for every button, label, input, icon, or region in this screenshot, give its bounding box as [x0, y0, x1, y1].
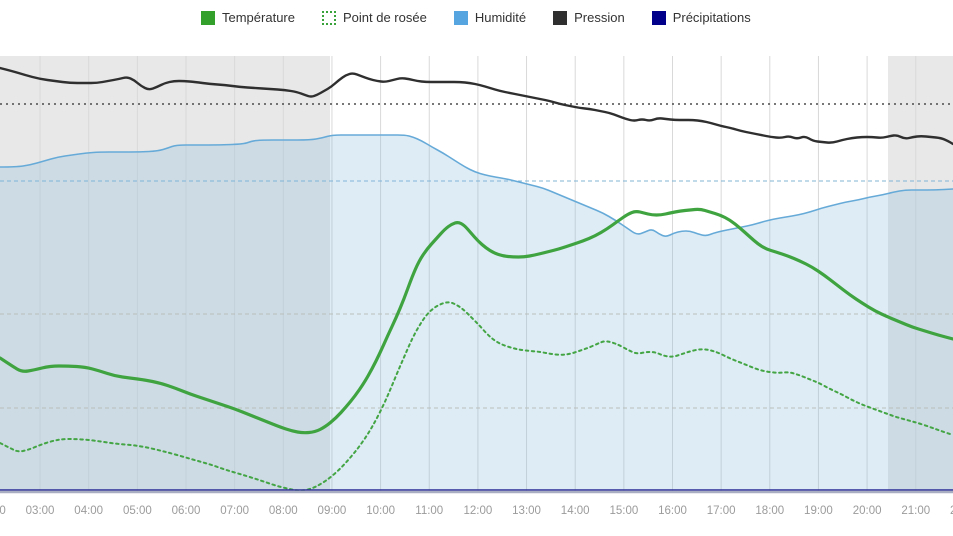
- x-tick-label: 18:00: [755, 505, 784, 517]
- legend-label-dew-point: Point de rosée: [342, 10, 427, 25]
- hour-gridlines: [39, 56, 917, 492]
- x-tick-label: 02:00: [0, 505, 6, 517]
- legend-label-pressure: Pression: [574, 10, 625, 25]
- humidity-swatch-icon: [453, 10, 468, 25]
- x-tick-label: 04:00: [74, 505, 103, 517]
- precipitation-swatch-icon: [651, 10, 666, 25]
- series-dew-point-line: [0, 301, 953, 492]
- x-tick-label: 11:00: [415, 505, 443, 517]
- x-tick-label: 21:00: [901, 505, 930, 517]
- chart-legend: Température Point de rosée Humidité Pres…: [201, 10, 751, 25]
- x-tick-label: 19:00: [804, 505, 833, 517]
- x-tick-label: 22:00: [950, 505, 953, 517]
- legend-item-dew-point[interactable]: Point de rosée: [321, 10, 427, 25]
- x-tick-label: 09:00: [318, 505, 347, 517]
- x-axis-labels: 02:00 03:00 04:00 05:00 06:00 07:00 08:00 09:00…: [0, 505, 953, 517]
- legend-item-humidity[interactable]: Humidité: [453, 10, 527, 25]
- x-tick-label: 05:00: [123, 505, 152, 517]
- x-tick-label: 10:00: [366, 505, 395, 517]
- x-tick-label: 20:00: [853, 505, 882, 517]
- series-pressure-line: [0, 66, 953, 146]
- x-tick-label: 06:00: [172, 505, 201, 517]
- legend-item-temperature[interactable]: Température: [201, 10, 295, 25]
- temperature-swatch-icon: [201, 10, 215, 25]
- x-tick-label: 03:00: [26, 505, 55, 517]
- x-tick-label: 08:00: [269, 505, 298, 517]
- x-tick-label: 15:00: [609, 505, 638, 517]
- x-tick-label: 07:00: [220, 505, 249, 517]
- legend-item-precipitation[interactable]: Précipitations: [651, 10, 751, 25]
- series-temperature-line: [0, 207, 953, 435]
- x-tick-label: 16:00: [658, 505, 687, 517]
- x-tick-label: 13:00: [512, 505, 541, 517]
- x-tick-label: 14:00: [561, 505, 590, 517]
- legend-item-pressure[interactable]: Pression: [553, 10, 625, 25]
- x-tick-label: 12:00: [464, 505, 493, 517]
- night-band: [0, 56, 330, 492]
- legend-label-humidity: Humidité: [474, 10, 527, 25]
- legend-label-precipitation: Précipitations: [672, 10, 751, 25]
- pressure-swatch-icon: [553, 10, 568, 25]
- x-tick-label: 17:00: [707, 505, 736, 517]
- legend-label-temperature: Température: [222, 10, 295, 25]
- night-band: [888, 56, 953, 492]
- dew-point-swatch-icon: [321, 10, 336, 25]
- series-humidity-line: [0, 134, 953, 237]
